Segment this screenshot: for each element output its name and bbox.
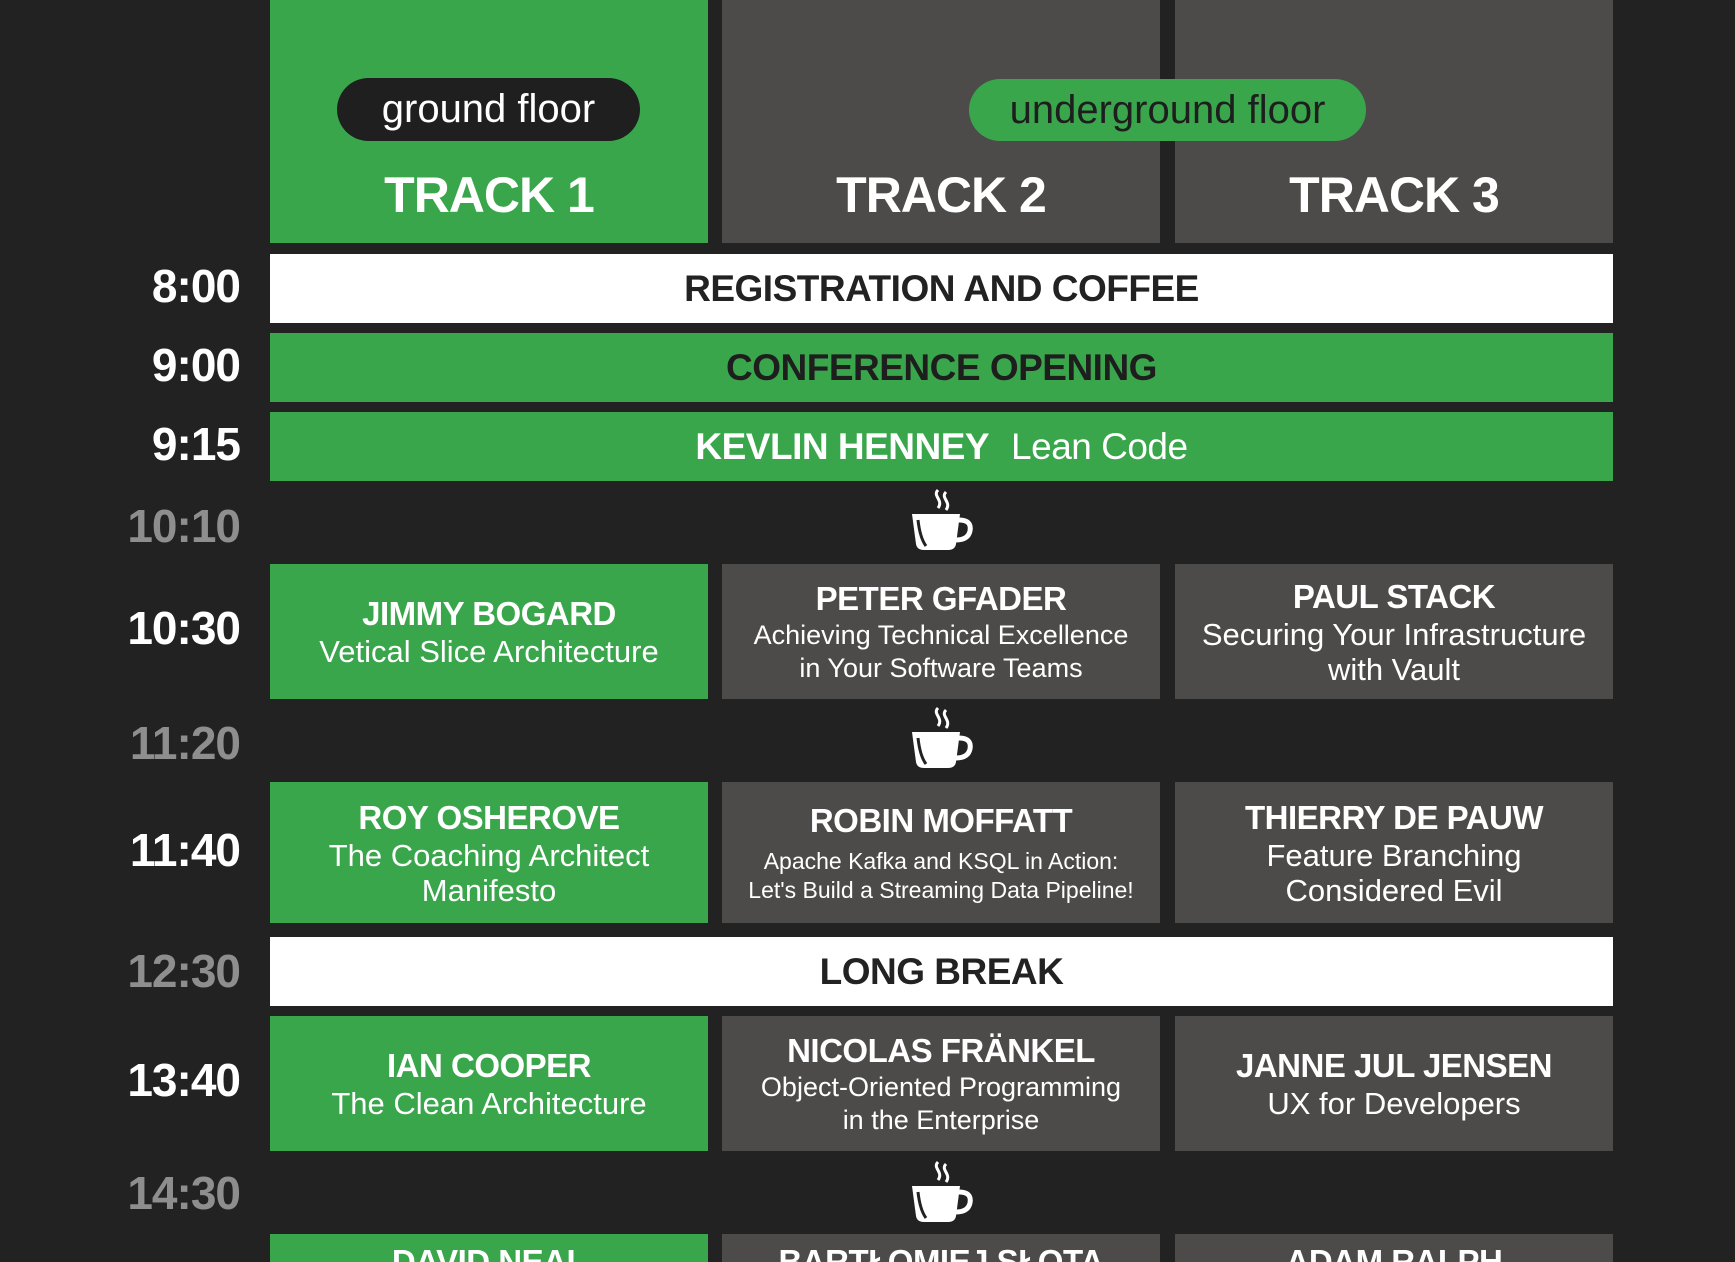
keynote-band: KEVLIN HENNEY Lean Code	[270, 412, 1613, 481]
time-1230: 12:30	[127, 945, 241, 997]
time-1140: 11:40	[129, 824, 241, 876]
registration-label: REGISTRATION AND COFFEE	[684, 267, 1199, 309]
talk-title-line-1: Apache Kafka and KSQL in Action:	[763, 847, 1119, 874]
long-break-band: LONG BREAK	[270, 937, 1613, 1006]
session-next-track-1[interactable]: DAVID NEAL	[270, 1234, 708, 1262]
keynote-talk: Lean Code	[1011, 425, 1188, 467]
time-0900: 9:00	[151, 339, 241, 391]
session-1140-track-1[interactable]: ROY OSHEROVE The Coaching Architect Mani…	[270, 782, 708, 923]
speaker-name: ADAM RALPH	[1285, 1243, 1503, 1262]
time-1340: 13:40	[127, 1054, 241, 1106]
time-1120: 11:20	[129, 717, 241, 769]
time-1010: 10:10	[127, 500, 241, 552]
talk-title-line-2: in the Enterprise	[842, 1104, 1040, 1135]
session-next-track-3[interactable]: ADAM RALPH	[1175, 1234, 1613, 1262]
speaker-name: ROBIN MOFFATT	[809, 801, 1073, 839]
talk-title-line-1: Securing Your Infrastructure	[1201, 616, 1587, 652]
coffee-cup-icon	[912, 1160, 973, 1222]
speaker-name: IAN COOPER	[386, 1047, 592, 1084]
underground-floor-badge: underground floor	[969, 79, 1366, 141]
session-1030-track-1[interactable]: JIMMY BOGARD Vetical Slice Architecture	[270, 564, 708, 699]
coffee-cup-icon	[912, 488, 973, 550]
time-1030: 10:30	[127, 602, 241, 654]
talk-title-line-2: with Vault	[1327, 651, 1461, 687]
talk-title: Vetical Slice Architecture	[319, 634, 659, 669]
session-1030-track-2[interactable]: PETER GFADER Achieving Technical Excelle…	[722, 564, 1160, 699]
speaker-name: NICOLAS FRÄNKEL	[787, 1031, 1095, 1069]
opening-band: CONFERENCE OPENING	[270, 333, 1613, 402]
session-next-track-2[interactable]: BARTŁOMIEJ SŁOTA	[722, 1234, 1160, 1262]
speaker-name: JIMMY BOGARD	[362, 595, 616, 632]
track-1-title: TRACK 1	[384, 167, 595, 223]
talk-title-line-1: The Coaching Architect	[328, 837, 650, 873]
long-break-label: LONG BREAK	[819, 950, 1064, 992]
opening-label: CONFERENCE OPENING	[726, 346, 1157, 388]
speaker-name: THIERRY DE PAUW	[1244, 798, 1544, 836]
talk-title-line-1: Achieving Technical Excellence	[753, 619, 1129, 650]
coffee-cup-icon	[912, 706, 973, 768]
track-2-title: TRACK 2	[836, 167, 1047, 223]
time-1430: 14:30	[127, 1167, 241, 1219]
registration-band: REGISTRATION AND COFFEE	[270, 254, 1613, 323]
talk-title: The Clean Architecture	[331, 1086, 647, 1121]
session-1340-track-3[interactable]: JANNE JUL JENSEN UX for Developers	[1175, 1016, 1613, 1151]
speaker-name: PAUL STACK	[1292, 577, 1496, 615]
talk-title: UX for Developers	[1267, 1086, 1521, 1121]
talk-title-line-2: Manifesto	[421, 872, 557, 908]
talk-title-line-2: Considered Evil	[1285, 872, 1503, 908]
track-3-title: TRACK 3	[1289, 167, 1500, 223]
session-1340-track-2[interactable]: NICOLAS FRÄNKEL Object-Oriented Programm…	[722, 1016, 1160, 1151]
session-1140-track-2[interactable]: ROBIN MOFFATT Apache Kafka and KSQL in A…	[722, 782, 1160, 923]
session-1030-track-3[interactable]: PAUL STACK Securing Your Infrastructure …	[1175, 564, 1613, 699]
speaker-name: PETER GFADER	[815, 579, 1067, 617]
time-0915: 9:15	[151, 418, 241, 470]
keynote-speaker: KEVLIN HENNEY	[695, 425, 990, 467]
talk-title-line-1: Object-Oriented Programming	[760, 1071, 1122, 1102]
speaker-name: BARTŁOMIEJ SŁOTA	[778, 1243, 1104, 1262]
talk-title-line-1: Feature Branching	[1266, 837, 1522, 873]
session-1340-track-1[interactable]: IAN COOPER The Clean Architecture	[270, 1016, 708, 1151]
ground-floor-badge: ground floor	[337, 78, 640, 141]
speaker-name: DAVID NEAL	[391, 1243, 587, 1262]
talk-title-line-2: in Your Software Teams	[799, 652, 1083, 683]
time-0800: 8:00	[151, 260, 241, 312]
session-1140-track-3[interactable]: THIERRY DE PAUW Feature Branching Consid…	[1175, 782, 1613, 923]
speaker-name: ROY OSHEROVE	[358, 798, 620, 836]
speaker-name: JANNE JUL JENSEN	[1236, 1047, 1553, 1084]
talk-title-line-2: Let's Build a Streaming Data Pipeline!	[748, 876, 1134, 903]
